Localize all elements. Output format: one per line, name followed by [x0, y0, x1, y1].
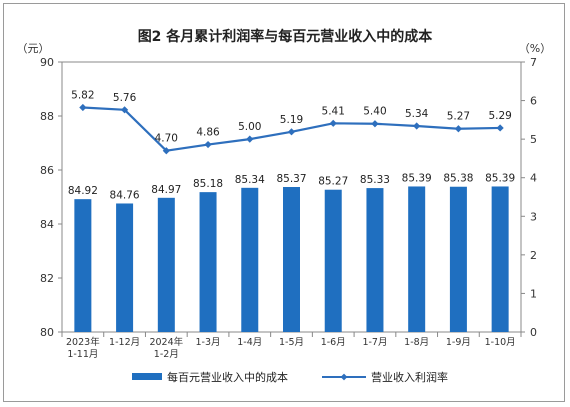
right-axis-tick-label: 6 — [530, 95, 537, 108]
line-data-label: 5.40 — [363, 106, 386, 118]
line-data-label: 5.27 — [447, 111, 470, 123]
x-axis-category-label: 1-2月 — [154, 349, 179, 360]
x-axis-category-label: 1-6月 — [321, 337, 346, 348]
x-axis-category-label: 1-8月 — [404, 337, 429, 348]
bar-data-label: 85.34 — [235, 174, 265, 186]
bar-data-label: 85.18 — [193, 178, 223, 190]
line-point-marker[interactable] — [496, 124, 504, 132]
line-data-label: 5.41 — [322, 105, 345, 117]
left-axis-tick-label: 90 — [40, 56, 54, 69]
line-point-marker[interactable] — [204, 140, 212, 149]
line-data-label: 4.70 — [155, 133, 178, 145]
x-axis-category-label: 1-11月 — [67, 349, 98, 360]
line-point-marker[interactable] — [246, 135, 254, 143]
bar[interactable] — [283, 187, 300, 332]
right-axis-tick-label: 5 — [530, 133, 537, 146]
left-axis-tick-label: 82 — [40, 272, 54, 285]
bar-data-label: 85.39 — [402, 172, 432, 184]
x-axis-category-label: 1-3月 — [196, 337, 221, 348]
right-axis-tick-label: 4 — [530, 172, 537, 185]
bar-data-label: 85.37 — [276, 173, 306, 185]
chart-title: 图2 各月累计利润率与每百元营业收入中的成本 — [138, 28, 434, 45]
left-axis-unit: （元） — [17, 42, 50, 55]
line-data-label: 5.76 — [113, 92, 137, 104]
bar-series — [74, 186, 509, 332]
x-axis-category-label: 1-7月 — [362, 337, 387, 348]
line-data-label: 4.86 — [196, 127, 220, 139]
bar[interactable] — [74, 199, 92, 332]
x-axis-category-label: 1-5月 — [279, 337, 304, 348]
bar-data-label: 85.38 — [443, 173, 473, 185]
right-axis-unit: （%） — [519, 42, 551, 55]
line-point-marker[interactable] — [79, 103, 87, 112]
line-point-marker[interactable] — [162, 147, 170, 155]
right-axis-tick-label: 2 — [530, 249, 537, 262]
line-point-marker[interactable] — [329, 119, 337, 127]
legend: 每百元营业收入中的成本 营业收入利润率 — [132, 370, 448, 384]
right-axis-tick-label: 0 — [530, 326, 537, 339]
bar-data-label: 85.27 — [318, 176, 348, 188]
left-axis-tick-label: 84 — [40, 218, 54, 231]
bar[interactable] — [241, 187, 259, 332]
line-data-label: 5.29 — [488, 110, 511, 122]
x-axis-category-label: 2023年 — [66, 336, 100, 348]
left-axis-tick-label: 80 — [40, 326, 54, 339]
x-axis-category-label: 2024年 — [149, 336, 183, 348]
right-axis-tick-label: 7 — [530, 56, 537, 69]
left-axis-tick-label: 86 — [40, 164, 54, 177]
bar[interactable] — [408, 186, 426, 332]
line-data-label: 5.34 — [405, 108, 429, 120]
bar[interactable] — [324, 189, 342, 332]
line-point-marker[interactable] — [120, 106, 129, 114]
legend-line-marker — [340, 373, 348, 381]
x-axis-category-label: 1-4月 — [237, 337, 262, 348]
line-point-marker[interactable] — [413, 122, 421, 130]
bar-data-label: 84.92 — [68, 185, 98, 197]
line-data-label: 5.00 — [238, 121, 261, 133]
right-axis-tick-label: 3 — [530, 210, 537, 223]
bar[interactable] — [491, 186, 509, 332]
legend-line-label: 营业收入利润率 — [371, 370, 448, 384]
x-axis-category-label: 1-10月 — [485, 337, 516, 348]
legend-bar-swatch — [132, 373, 162, 380]
line-data-label: 5.19 — [280, 114, 303, 126]
left-axis-tick-label: 88 — [40, 110, 54, 123]
bar-data-label: 84.76 — [110, 189, 140, 201]
bar-data-label: 85.33 — [360, 174, 390, 186]
line-data-label: 5.82 — [71, 90, 94, 102]
bar-data-label: 84.97 — [151, 184, 181, 196]
right-axis-tick-label: 1 — [530, 287, 537, 300]
bar[interactable] — [157, 197, 175, 332]
bar[interactable] — [116, 203, 134, 332]
data-labels: 84.92 84.76 84.97 85.18 85.34 85.37 85.27 85.33… — [68, 90, 515, 202]
bar-data-label: 85.39 — [485, 172, 515, 184]
line-point-marker[interactable] — [287, 128, 296, 136]
x-axis-category-label: 1-9月 — [446, 337, 471, 348]
bar[interactable] — [199, 192, 217, 332]
line-point-marker[interactable] — [371, 120, 379, 128]
x-axis-category-label: 1-12月 — [109, 337, 140, 348]
line-point-marker[interactable] — [454, 125, 463, 133]
line-series — [79, 103, 504, 155]
bar[interactable] — [366, 188, 384, 332]
bar[interactable] — [449, 186, 467, 332]
legend-bar-label: 每百元营业收入中的成本 — [167, 370, 288, 384]
